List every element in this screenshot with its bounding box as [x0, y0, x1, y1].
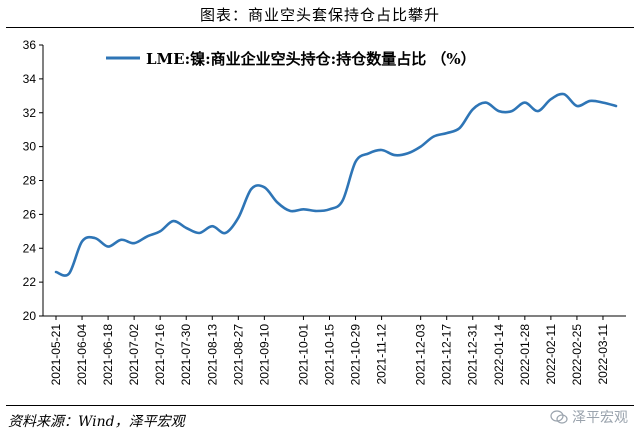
x-tick-label: 2021-07-30 — [179, 324, 193, 386]
x-tick-label: 2022-01-14 — [492, 324, 506, 386]
x-tick-label: 2021-07-16 — [153, 324, 167, 386]
source-note: 资料来源：Wind，泽平宏观 — [8, 414, 185, 430]
axes — [42, 45, 626, 317]
x-tick-label: 2021-12-17 — [440, 324, 454, 386]
y-tick-label: 26 — [23, 207, 37, 221]
series-group — [54, 92, 618, 277]
x-tick-label: 2021-08-13 — [205, 324, 219, 386]
y-tick-label: 34 — [23, 72, 37, 86]
x-tick-label: 2021-07-02 — [127, 324, 141, 386]
y-tick-label: 22 — [23, 275, 37, 289]
x-tick-label: 2021-09-10 — [257, 324, 271, 386]
top-rule — [6, 27, 634, 28]
x-tick-label: 2021-10-15 — [322, 324, 336, 386]
watermark-text: 泽平宏观 — [572, 410, 628, 426]
y-tick-label: 24 — [23, 241, 37, 255]
x-tick-label: 2022-01-28 — [518, 324, 532, 386]
x-tick-label: 2022-02-25 — [570, 324, 584, 386]
series-line — [54, 92, 618, 277]
x-tick-label: 2021-08-27 — [231, 324, 245, 386]
x-tick-label: 2022-02-11 — [544, 324, 558, 385]
x-tick-label: 2021-10-01 — [296, 324, 310, 386]
legend: LME:镍:商业企业空头持仓:持仓数量占比 （%） — [106, 50, 476, 68]
x-tick-label: 2021-06-04 — [75, 324, 89, 386]
wechat-icon — [550, 410, 568, 424]
chart-title: 图表：商业空头套保持仓占比攀升 — [199, 6, 440, 24]
y-tick-label: 28 — [23, 174, 37, 188]
y-tick-label: 32 — [23, 106, 37, 120]
legend-label: LME:镍:商业企业空头持仓:持仓数量占比 （%） — [146, 50, 476, 68]
bottom-rule — [6, 405, 634, 406]
x-tick-label: 2021-12-03 — [414, 324, 428, 386]
y-tick-label: 20 — [23, 309, 37, 323]
x-tick-label: 2021-12-31 — [466, 324, 480, 386]
y-tick-label: 30 — [23, 140, 37, 154]
x-tick-label: 2021-05-21 — [49, 324, 63, 386]
x-axis-ticks: 2021-05-21 2021-06-04 2021-06-18 2021-07-02… — [49, 316, 610, 385]
x-tick-label: 2021-11-12 — [375, 324, 389, 385]
x-tick-label: 2021-10-29 — [349, 324, 363, 386]
watermark: 泽平宏观 — [550, 407, 628, 427]
x-tick-label: 2021-06-18 — [101, 324, 115, 386]
x-tick-label: 2022-03-11 — [596, 324, 610, 385]
y-axis-ticks: 20 22 24 26 28 30 32 34 36 — [23, 38, 43, 323]
y-tick-label: 36 — [23, 38, 37, 52]
